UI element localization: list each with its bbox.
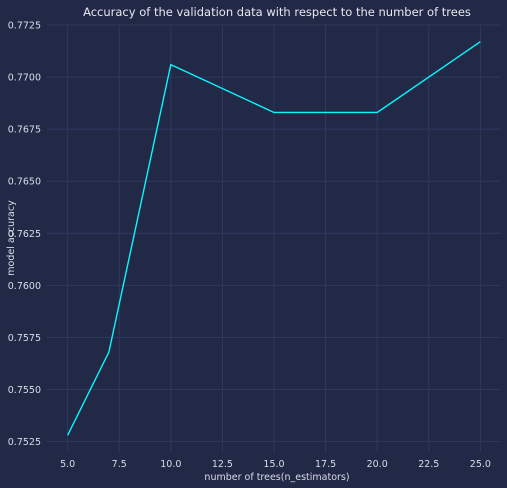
chart-title: Accuracy of the validation data with res…: [83, 5, 471, 19]
y-tick-label: 0.7525: [8, 437, 41, 448]
y-tick-label: 0.7700: [8, 73, 41, 84]
x-tick-labels: 5.0 7.5 10.0 12.5 15.0 17.5 20.0 22.5 25.0: [60, 459, 491, 470]
x-tick-label: 25.0: [470, 459, 491, 470]
y-tick-label: 0.7600: [8, 281, 41, 292]
x-tick-label: 15.0: [263, 459, 284, 470]
x-axis-label: number of trees(n_estimators): [204, 472, 349, 483]
y-tick-label: 0.7675: [8, 125, 41, 136]
x-tick-label: 22.5: [418, 459, 439, 470]
y-tick-label: 0.7725: [8, 21, 41, 32]
y-tick-label: 0.7550: [8, 385, 41, 396]
x-tick-label: 12.5: [212, 459, 233, 470]
x-tick-label: 10.0: [160, 459, 181, 470]
y-axis-label: model accuracy: [6, 200, 17, 276]
x-tick-label: 7.5: [112, 459, 127, 470]
y-tick-label: 0.7575: [8, 333, 41, 344]
y-tick-label: 0.7650: [8, 177, 41, 188]
x-tick-label: 17.5: [315, 459, 336, 470]
x-tick-label: 20.0: [367, 459, 388, 470]
x-tick-label: 5.0: [60, 459, 75, 470]
